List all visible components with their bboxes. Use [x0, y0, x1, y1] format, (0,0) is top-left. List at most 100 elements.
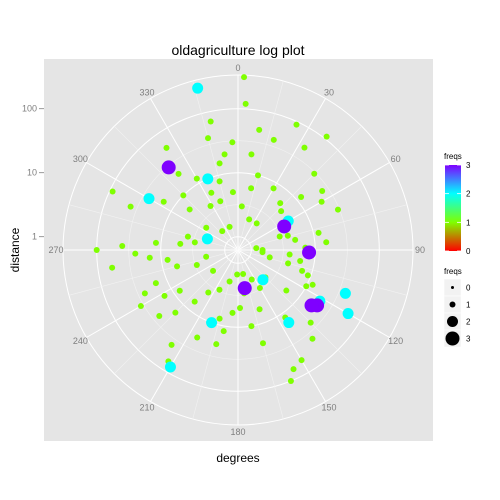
data-point	[216, 178, 223, 185]
data-point	[311, 170, 318, 177]
grid-minor-spoke	[68, 249, 239, 296]
data-point	[283, 287, 290, 294]
data-point	[229, 189, 236, 196]
polar-grid	[62, 74, 414, 426]
data-point	[156, 313, 163, 320]
radius-tick-label: 100	[22, 104, 37, 114]
data-point	[297, 257, 304, 264]
data-point	[229, 139, 236, 146]
data-point	[220, 328, 227, 335]
data-point	[253, 220, 260, 227]
grid-minor-spoke	[237, 249, 362, 374]
data-point	[109, 188, 116, 195]
data-point	[319, 188, 326, 195]
angle-tick-label: 210	[139, 403, 154, 413]
angle-tick-label: 300	[73, 154, 88, 164]
data-point	[266, 254, 273, 261]
data-point	[246, 216, 253, 223]
color-legend-tick-label: 2	[466, 190, 471, 199]
grid-minor-spoke	[237, 249, 284, 420]
data-point	[208, 189, 215, 196]
data-point	[304, 298, 319, 313]
data-point	[216, 286, 223, 293]
grid-minor-spoke	[237, 204, 408, 251]
color-legend-tick-label: 3	[466, 161, 471, 170]
angle-tick-label: 270	[48, 245, 63, 255]
data-point	[302, 245, 317, 260]
data-point	[256, 126, 263, 133]
data-point	[226, 223, 233, 230]
data-point	[240, 271, 247, 278]
data-point	[205, 289, 212, 296]
data-point	[160, 198, 167, 205]
data-point	[119, 242, 126, 249]
data-point	[152, 239, 159, 246]
size-legend-key-dot	[445, 331, 460, 346]
grid-major-spoke	[86, 162, 239, 251]
data-point	[132, 250, 139, 257]
data-point	[259, 249, 266, 256]
angle-tick-label: 330	[139, 87, 154, 97]
size-legend-key-label: 2	[466, 318, 471, 327]
data-point	[207, 203, 214, 210]
data-point	[194, 334, 201, 341]
data-point	[202, 173, 214, 185]
grid-minor-spoke	[192, 249, 239, 420]
color-legend-bar	[445, 165, 461, 251]
data-point	[229, 309, 236, 316]
data-point	[210, 267, 217, 274]
color-legend-title: freqs	[444, 152, 462, 161]
data-point	[277, 219, 292, 234]
angle-tick-label: 30	[324, 87, 334, 97]
data-point	[164, 256, 171, 263]
size-legend-key-dot	[449, 301, 456, 308]
data-point	[334, 206, 341, 213]
data-point	[137, 303, 144, 310]
data-point	[203, 224, 210, 231]
data-point	[242, 100, 249, 107]
chart-title: oldagriculture log plot	[171, 42, 304, 58]
angle-tick-labels: 0 30 60 90 120 150 180 210 240 270 300 330	[48, 63, 425, 437]
data-point	[221, 151, 228, 158]
data-point	[301, 144, 308, 151]
data-point	[257, 274, 269, 286]
data-point	[278, 208, 285, 215]
data-point	[253, 245, 260, 252]
radius-tick-labels: 1 10 100	[22, 104, 44, 242]
data-point	[248, 185, 255, 192]
radius-tick-label: 1	[32, 232, 37, 242]
angle-tick-label: 120	[388, 336, 403, 346]
data-point	[234, 271, 241, 278]
angle-tick-label: 60	[391, 154, 401, 164]
data-point	[193, 261, 200, 268]
grid-minor-spoke	[114, 126, 239, 251]
data-point	[342, 308, 354, 320]
data-point	[284, 232, 291, 239]
data-point	[248, 323, 255, 330]
grid-major-spoke	[237, 249, 390, 338]
data-point	[213, 341, 220, 348]
data-point	[146, 254, 153, 261]
angle-tick-label: 240	[73, 336, 88, 346]
size-legend-key-dot	[447, 316, 458, 327]
data-point	[256, 284, 263, 291]
x-axis-title: degrees	[216, 451, 259, 465]
data-point	[175, 170, 182, 177]
data-point	[323, 133, 330, 140]
data-point	[216, 315, 223, 322]
grid-major-spoke	[237, 162, 390, 251]
data-points	[93, 74, 354, 385]
size-legend-key-label: 1	[466, 301, 471, 310]
data-point	[143, 193, 155, 205]
data-point	[180, 192, 187, 199]
angle-tick-label: 150	[321, 403, 336, 413]
data-point	[270, 136, 277, 143]
data-point	[256, 306, 263, 313]
data-point	[287, 378, 294, 385]
data-point	[127, 203, 134, 210]
grid-major-spoke	[150, 98, 239, 251]
color-legend-ticks: 3 2 1 0	[445, 161, 471, 256]
size-legend-keys: 0 1 2 3	[443, 278, 471, 348]
grid-minor-spoke	[237, 80, 284, 251]
data-point	[290, 366, 297, 373]
